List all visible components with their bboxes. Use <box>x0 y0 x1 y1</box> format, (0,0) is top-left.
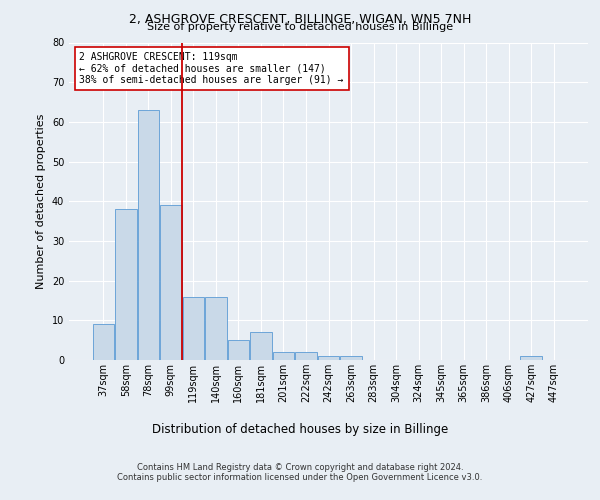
Bar <box>137 110 159 360</box>
Text: Distribution of detached houses by size in Billinge: Distribution of detached houses by size … <box>152 422 448 436</box>
Bar <box>520 356 542 360</box>
Bar <box>92 324 114 360</box>
Text: Size of property relative to detached houses in Billinge: Size of property relative to detached ho… <box>147 22 453 32</box>
Text: 2, ASHGROVE CRESCENT, BILLINGE, WIGAN, WN5 7NH: 2, ASHGROVE CRESCENT, BILLINGE, WIGAN, W… <box>129 12 471 26</box>
Y-axis label: Number of detached properties: Number of detached properties <box>36 114 46 289</box>
Bar <box>340 356 362 360</box>
Text: 2 ASHGROVE CRESCENT: 119sqm
← 62% of detached houses are smaller (147)
38% of se: 2 ASHGROVE CRESCENT: 119sqm ← 62% of det… <box>79 52 344 85</box>
Bar <box>182 296 204 360</box>
Bar <box>295 352 317 360</box>
Bar <box>160 205 182 360</box>
Bar <box>318 356 339 360</box>
Bar <box>205 296 227 360</box>
Text: Contains HM Land Registry data © Crown copyright and database right 2024.: Contains HM Land Registry data © Crown c… <box>137 462 463 471</box>
Bar <box>250 332 272 360</box>
Bar <box>273 352 294 360</box>
Bar <box>228 340 249 360</box>
Bar <box>115 209 137 360</box>
Text: Contains public sector information licensed under the Open Government Licence v3: Contains public sector information licen… <box>118 472 482 482</box>
